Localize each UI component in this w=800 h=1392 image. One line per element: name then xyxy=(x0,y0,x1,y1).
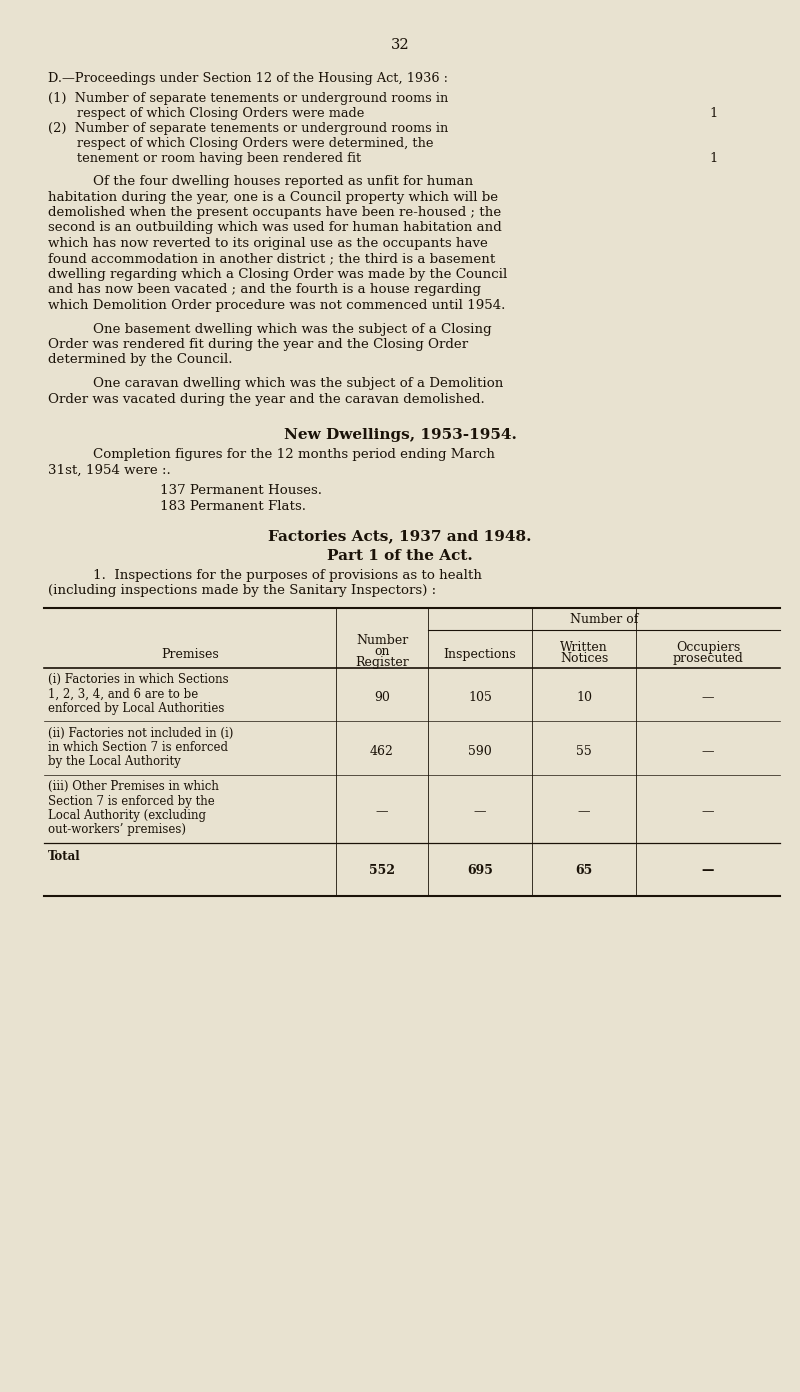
Text: Number: Number xyxy=(356,633,408,647)
Text: respect of which Closing Orders were made: respect of which Closing Orders were mad… xyxy=(48,107,364,120)
Text: Written: Written xyxy=(560,640,608,654)
Text: 183 Permanent Flats.: 183 Permanent Flats. xyxy=(160,500,306,512)
Text: tenement or room having been rendered fit: tenement or room having been rendered fi… xyxy=(48,152,362,166)
Text: enforced by Local Authorities: enforced by Local Authorities xyxy=(48,702,224,715)
Text: —: — xyxy=(474,806,486,818)
Text: Total: Total xyxy=(48,851,81,863)
Text: which Demolition Order procedure was not commenced until 1954.: which Demolition Order procedure was not… xyxy=(48,299,506,312)
Text: New Dwellings, 1953-1954.: New Dwellings, 1953-1954. xyxy=(283,427,517,443)
Text: in which Section 7 is enforced: in which Section 7 is enforced xyxy=(48,741,228,754)
Text: D.—Proceedings under Section 12 of the Housing Act, 1936 :: D.—Proceedings under Section 12 of the H… xyxy=(48,72,448,85)
Text: —: — xyxy=(702,806,714,818)
Text: Inspections: Inspections xyxy=(444,649,516,661)
Text: habitation during the year, one is a Council property which will be: habitation during the year, one is a Cou… xyxy=(48,191,498,203)
Text: which has now reverted to its original use as the occupants have: which has now reverted to its original u… xyxy=(48,237,488,251)
Text: respect of which Closing Orders were determined, the: respect of which Closing Orders were det… xyxy=(48,136,434,150)
Text: (iii) Other Premises in which: (iii) Other Premises in which xyxy=(48,780,219,793)
Text: second is an outbuilding which was used for human habitation and: second is an outbuilding which was used … xyxy=(48,221,502,234)
Text: (i) Factories in which Sections: (i) Factories in which Sections xyxy=(48,672,229,686)
Text: Occupiers: Occupiers xyxy=(676,640,740,654)
Text: Section 7 is enforced by the: Section 7 is enforced by the xyxy=(48,795,214,807)
Text: Local Authority (excluding: Local Authority (excluding xyxy=(48,809,206,823)
Text: prosecuted: prosecuted xyxy=(673,651,743,665)
Text: 65: 65 xyxy=(575,864,593,877)
Text: found accommodation in another district ; the third is a basement: found accommodation in another district … xyxy=(48,252,495,266)
Text: 1: 1 xyxy=(710,107,718,120)
Text: Factories Acts, 1937 and 1948.: Factories Acts, 1937 and 1948. xyxy=(268,529,532,543)
Text: 137 Permanent Houses.: 137 Permanent Houses. xyxy=(160,484,322,497)
Text: 1: 1 xyxy=(710,152,718,166)
Text: Notices: Notices xyxy=(560,651,608,665)
Text: —: — xyxy=(702,692,714,704)
Text: (ii) Factories not included in (i): (ii) Factories not included in (i) xyxy=(48,727,234,739)
Text: Part 1 of the Act.: Part 1 of the Act. xyxy=(327,548,473,562)
Text: 552: 552 xyxy=(369,864,395,877)
Text: and has now been vacated ; and the fourth is a house regarding: and has now been vacated ; and the fourt… xyxy=(48,284,481,296)
Text: Order was rendered fit during the year and the Closing Order: Order was rendered fit during the year a… xyxy=(48,338,468,351)
Text: One caravan dwelling which was the subject of a Demolition: One caravan dwelling which was the subje… xyxy=(93,377,503,390)
Text: 105: 105 xyxy=(468,692,492,704)
Text: 1, 2, 3, 4, and 6 are to be: 1, 2, 3, 4, and 6 are to be xyxy=(48,688,198,700)
Text: dwelling regarding which a Closing Order was made by the Council: dwelling regarding which a Closing Order… xyxy=(48,269,507,281)
Text: (including inspections made by the Sanitary Inspectors) :: (including inspections made by the Sanit… xyxy=(48,585,436,597)
Text: by the Local Authority: by the Local Authority xyxy=(48,756,181,768)
Text: 462: 462 xyxy=(370,745,394,757)
Text: demolished when the present occupants have been re-housed ; the: demolished when the present occupants ha… xyxy=(48,206,502,219)
Text: 10: 10 xyxy=(576,692,592,704)
Text: Register: Register xyxy=(355,656,409,670)
Text: Premises: Premises xyxy=(161,649,219,661)
Text: One basement dwelling which was the subject of a Closing: One basement dwelling which was the subj… xyxy=(93,323,492,335)
Text: 695: 695 xyxy=(467,864,493,877)
Text: 32: 32 xyxy=(390,38,410,52)
Text: (1)  Number of separate tenements or underground rooms in: (1) Number of separate tenements or unde… xyxy=(48,92,448,104)
Text: 55: 55 xyxy=(576,745,592,757)
Text: 590: 590 xyxy=(468,745,492,757)
Text: determined by the Council.: determined by the Council. xyxy=(48,354,233,366)
Text: Completion figures for the 12 months period ending March: Completion figures for the 12 months per… xyxy=(93,448,495,461)
Text: on: on xyxy=(374,644,390,658)
Text: —: — xyxy=(376,806,388,818)
Text: —: — xyxy=(702,745,714,757)
Text: Number of: Number of xyxy=(570,612,638,626)
Text: 90: 90 xyxy=(374,692,390,704)
Text: —: — xyxy=(702,864,714,877)
Text: out-workers’ premises): out-workers’ premises) xyxy=(48,824,186,837)
Text: —: — xyxy=(578,806,590,818)
Text: 31st, 1954 were :.: 31st, 1954 were :. xyxy=(48,464,170,476)
Text: Of the four dwelling houses reported as unfit for human: Of the four dwelling houses reported as … xyxy=(93,175,474,188)
Text: (2)  Number of separate tenements or underground rooms in: (2) Number of separate tenements or unde… xyxy=(48,122,448,135)
Text: Order was vacated during the year and the caravan demolished.: Order was vacated during the year and th… xyxy=(48,393,485,405)
Text: 1.  Inspections for the purposes of provisions as to health: 1. Inspections for the purposes of provi… xyxy=(93,569,482,582)
